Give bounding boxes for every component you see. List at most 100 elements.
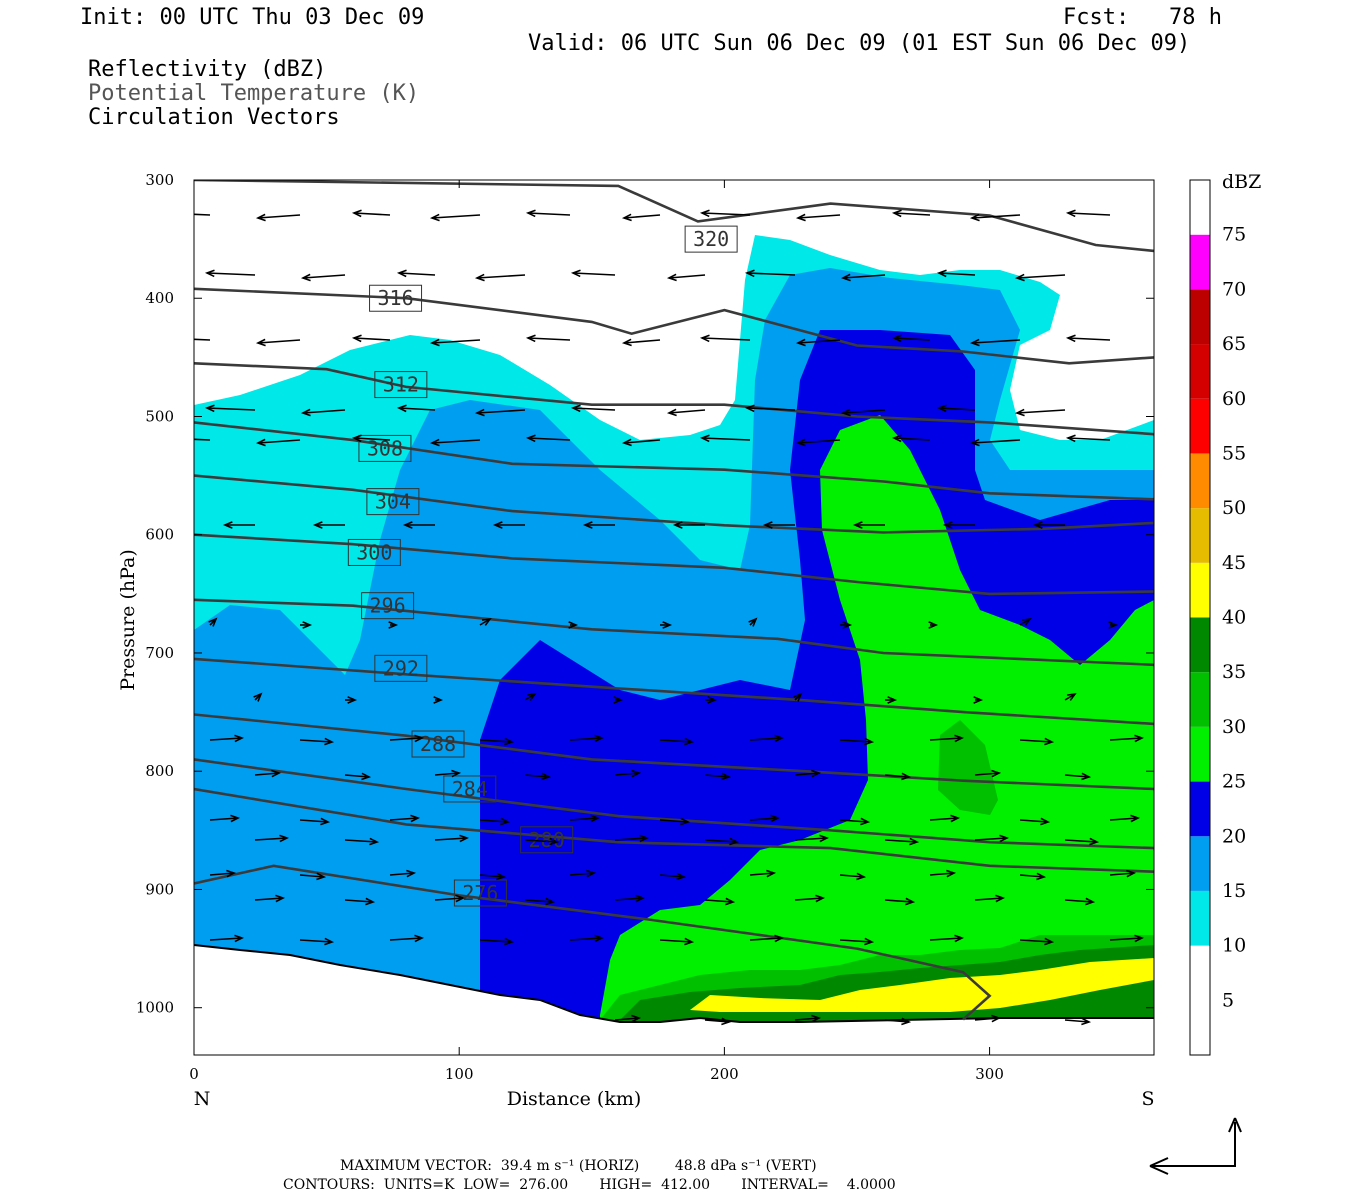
vector-arrow-head	[969, 438, 980, 447]
circulation-vectors	[162, 209, 1145, 1026]
vector-arrow-head	[594, 934, 605, 943]
vector-arrow	[884, 1019, 910, 1023]
vector-arrow-head	[1044, 737, 1055, 746]
vector-arrow	[344, 839, 378, 843]
vector-arrow	[842, 274, 886, 279]
vector-arrow-head	[320, 817, 331, 826]
vector-arrow-head	[811, 769, 822, 778]
vector-arrow-head	[840, 273, 851, 282]
vector-arrow-head	[852, 521, 863, 529]
vector-arrow-head	[429, 338, 440, 347]
vector-arrow	[893, 337, 931, 341]
vector-arrow	[704, 899, 734, 903]
vector-arrow-head	[887, 696, 898, 704]
theta-contour-284	[194, 758, 1154, 850]
vector-arrow	[893, 212, 931, 216]
vector-arrow-head	[635, 894, 646, 903]
vector-arrow-head	[234, 934, 245, 943]
vector-arrow	[527, 337, 571, 341]
vector-arrow-head	[891, 334, 902, 343]
vector-arrow	[797, 439, 841, 444]
y-tick-label: 400	[145, 289, 174, 307]
vector-arrow-head	[271, 769, 282, 778]
vector-arrow-head	[774, 934, 785, 943]
vector-arrow-head	[699, 434, 710, 443]
vector-arrow-head	[793, 692, 803, 702]
axes: 0 100 200 300 300 400 500 600 700 800 900 1000 N S Dis…	[117, 171, 1155, 1110]
colorbar-swatch	[1190, 617, 1210, 673]
vector-arrow-head	[621, 338, 632, 347]
vector-arrow-head	[459, 834, 470, 843]
vector-arrow	[398, 272, 436, 276]
colorbar-tick-label: 60	[1222, 388, 1246, 410]
theta-label-box	[411, 730, 465, 758]
vector-arrow-head	[351, 334, 362, 343]
vector-arrow-head	[570, 404, 581, 413]
vector-arrow-head	[699, 209, 710, 218]
vector-arrow-head	[279, 834, 290, 843]
vector-arrow	[1109, 737, 1143, 741]
field-potential-temperature: Potential Temperature (K)	[88, 81, 420, 106]
vector-arrow-head	[525, 209, 536, 218]
vector-arrow-head	[973, 696, 984, 704]
vector-arrow-head	[253, 692, 263, 702]
vector-arrow	[659, 819, 689, 823]
theta-label-box	[374, 654, 428, 682]
vector-arrow	[209, 817, 239, 821]
vector-arrow	[194, 213, 211, 216]
vector-arrow	[389, 872, 415, 876]
reference-vector-icon	[1150, 1122, 1236, 1167]
vector-arrow	[257, 214, 301, 219]
theta-label-box	[347, 538, 401, 566]
y-tick-label: 900	[145, 880, 174, 898]
vector-arrow	[704, 1019, 730, 1023]
vector-arrow	[794, 772, 820, 776]
vector-arrow-head	[351, 209, 362, 218]
colorbar-tick-label: 40	[1222, 607, 1246, 629]
vector-arrow-head	[774, 734, 785, 743]
vector-arrow	[701, 212, 751, 216]
vector-arrow	[254, 772, 280, 776]
vector-arrow	[1067, 212, 1111, 216]
vector-arrow-head	[162, 210, 169, 216]
vector-arrow-head	[396, 404, 407, 413]
colorbar-tick-label: 5	[1222, 989, 1234, 1011]
vector-arrow-head	[936, 269, 947, 278]
vector-arrow	[668, 409, 706, 414]
vector-arrow-head	[969, 338, 980, 347]
vector-arrow	[1109, 937, 1143, 941]
theta-contour-276	[194, 864, 992, 1021]
vector-arrow-head	[666, 408, 677, 417]
theta-label-box	[374, 371, 428, 399]
vector-arrow	[431, 439, 481, 444]
x-tick-label: 0	[189, 1065, 199, 1083]
vector-arrow-head	[402, 521, 413, 529]
contour-note: CONTOURS: UNITS=K LOW= 276.00 HIGH= 412.…	[283, 1177, 896, 1193]
vector-arrow	[839, 739, 873, 743]
vector-arrow-head	[699, 334, 710, 343]
vector-arrow	[569, 937, 603, 941]
vector-arrow-head	[300, 408, 311, 417]
vector-arrow-head	[162, 435, 169, 441]
theta-contour-label: 296	[370, 594, 406, 618]
theta-contour-label: 304	[375, 490, 411, 514]
vector-arrow-head	[324, 737, 335, 746]
vector-arrow	[749, 817, 779, 821]
vector-arrow-head	[891, 434, 902, 443]
colorbar-swatch	[1190, 890, 1210, 946]
theta-label-box	[453, 879, 507, 907]
vector-arrow	[572, 272, 616, 276]
vector-arrow-head	[954, 734, 965, 743]
vector-arrow-head	[1044, 937, 1055, 946]
theta-contour-316	[194, 287, 1154, 365]
theta-contour-label: 288	[420, 732, 456, 756]
vector-arrow	[479, 939, 513, 943]
vector-arrow-head	[1036, 872, 1047, 881]
theta-contour-300	[194, 533, 1154, 596]
vector-arrow-head	[1108, 621, 1119, 629]
vector-arrow-head	[255, 213, 266, 222]
left-end-label: N	[194, 1088, 211, 1110]
vector-arrow	[1064, 1019, 1090, 1023]
y-tick-label: 700	[145, 644, 174, 662]
valid-time: Valid: 06 UTC Sun 06 Dec 09 (01 EST Sun …	[528, 31, 1191, 56]
